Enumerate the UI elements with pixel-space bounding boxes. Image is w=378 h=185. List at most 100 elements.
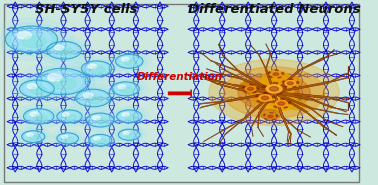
- Circle shape: [29, 65, 95, 98]
- Circle shape: [278, 102, 285, 105]
- Circle shape: [112, 82, 139, 96]
- Circle shape: [115, 84, 136, 94]
- Circle shape: [46, 41, 81, 59]
- Circle shape: [20, 60, 104, 103]
- Circle shape: [112, 126, 147, 144]
- Circle shape: [71, 87, 115, 109]
- Circle shape: [33, 115, 47, 121]
- Circle shape: [54, 108, 85, 124]
- Circle shape: [91, 136, 109, 145]
- Circle shape: [113, 108, 145, 124]
- Circle shape: [90, 115, 111, 125]
- Circle shape: [271, 72, 281, 77]
- Circle shape: [85, 63, 108, 74]
- Polygon shape: [275, 70, 278, 74]
- Circle shape: [12, 29, 51, 49]
- Circle shape: [270, 87, 279, 91]
- Circle shape: [50, 130, 85, 147]
- Circle shape: [109, 106, 150, 127]
- Circle shape: [96, 118, 108, 125]
- Circle shape: [58, 48, 74, 56]
- Text: Differentiation: Differentiation: [137, 72, 223, 82]
- Polygon shape: [281, 102, 291, 104]
- Circle shape: [64, 137, 74, 142]
- Circle shape: [285, 80, 296, 86]
- Circle shape: [59, 134, 76, 142]
- Polygon shape: [281, 104, 288, 108]
- Polygon shape: [250, 84, 253, 89]
- Circle shape: [15, 78, 59, 100]
- Circle shape: [83, 111, 118, 129]
- Polygon shape: [270, 112, 273, 116]
- Circle shape: [96, 139, 107, 144]
- Circle shape: [24, 82, 50, 95]
- Circle shape: [78, 109, 122, 131]
- Circle shape: [245, 86, 256, 92]
- Polygon shape: [280, 99, 284, 104]
- Circle shape: [43, 72, 82, 91]
- Circle shape: [116, 128, 143, 142]
- Circle shape: [262, 96, 269, 100]
- Circle shape: [275, 100, 287, 107]
- Circle shape: [81, 61, 112, 76]
- Circle shape: [122, 113, 129, 116]
- Circle shape: [120, 112, 139, 121]
- Circle shape: [124, 60, 137, 66]
- Circle shape: [14, 104, 63, 129]
- Circle shape: [273, 73, 279, 75]
- Circle shape: [279, 76, 301, 87]
- Circle shape: [62, 113, 70, 116]
- Circle shape: [121, 57, 129, 61]
- Polygon shape: [263, 114, 270, 116]
- Polygon shape: [265, 96, 276, 98]
- Circle shape: [29, 135, 40, 140]
- Circle shape: [30, 112, 39, 116]
- Circle shape: [0, 23, 64, 56]
- Circle shape: [51, 44, 77, 57]
- Polygon shape: [265, 98, 272, 103]
- Polygon shape: [272, 101, 281, 104]
- Polygon shape: [270, 116, 275, 120]
- Circle shape: [60, 112, 79, 121]
- Circle shape: [239, 81, 262, 93]
- Circle shape: [123, 132, 129, 135]
- Polygon shape: [269, 74, 276, 78]
- Circle shape: [116, 110, 142, 123]
- Polygon shape: [257, 98, 265, 102]
- Polygon shape: [264, 116, 270, 120]
- Polygon shape: [264, 93, 268, 98]
- Circle shape: [209, 59, 339, 126]
- Circle shape: [27, 111, 50, 122]
- Text: Differentiated Neurons: Differentiated Neurons: [188, 4, 360, 16]
- Circle shape: [65, 115, 76, 121]
- Circle shape: [48, 74, 62, 81]
- Circle shape: [57, 133, 79, 144]
- Circle shape: [27, 133, 33, 137]
- Polygon shape: [290, 82, 299, 83]
- Polygon shape: [270, 115, 278, 116]
- Circle shape: [20, 80, 54, 98]
- Circle shape: [19, 129, 48, 144]
- Circle shape: [287, 82, 293, 85]
- Circle shape: [125, 115, 136, 121]
- Circle shape: [260, 109, 280, 120]
- Polygon shape: [262, 85, 274, 89]
- Circle shape: [254, 79, 294, 99]
- Polygon shape: [268, 72, 276, 74]
- Circle shape: [88, 64, 97, 68]
- Circle shape: [112, 53, 146, 70]
- Circle shape: [57, 110, 82, 123]
- Circle shape: [87, 113, 114, 127]
- Circle shape: [72, 56, 121, 81]
- Polygon shape: [284, 83, 290, 87]
- Circle shape: [288, 101, 307, 110]
- Polygon shape: [251, 87, 259, 89]
- Circle shape: [89, 134, 112, 146]
- Polygon shape: [243, 89, 251, 93]
- Circle shape: [104, 78, 148, 100]
- Circle shape: [82, 131, 119, 150]
- Polygon shape: [255, 95, 265, 98]
- Circle shape: [0, 18, 73, 60]
- Circle shape: [53, 78, 77, 90]
- Circle shape: [9, 75, 65, 103]
